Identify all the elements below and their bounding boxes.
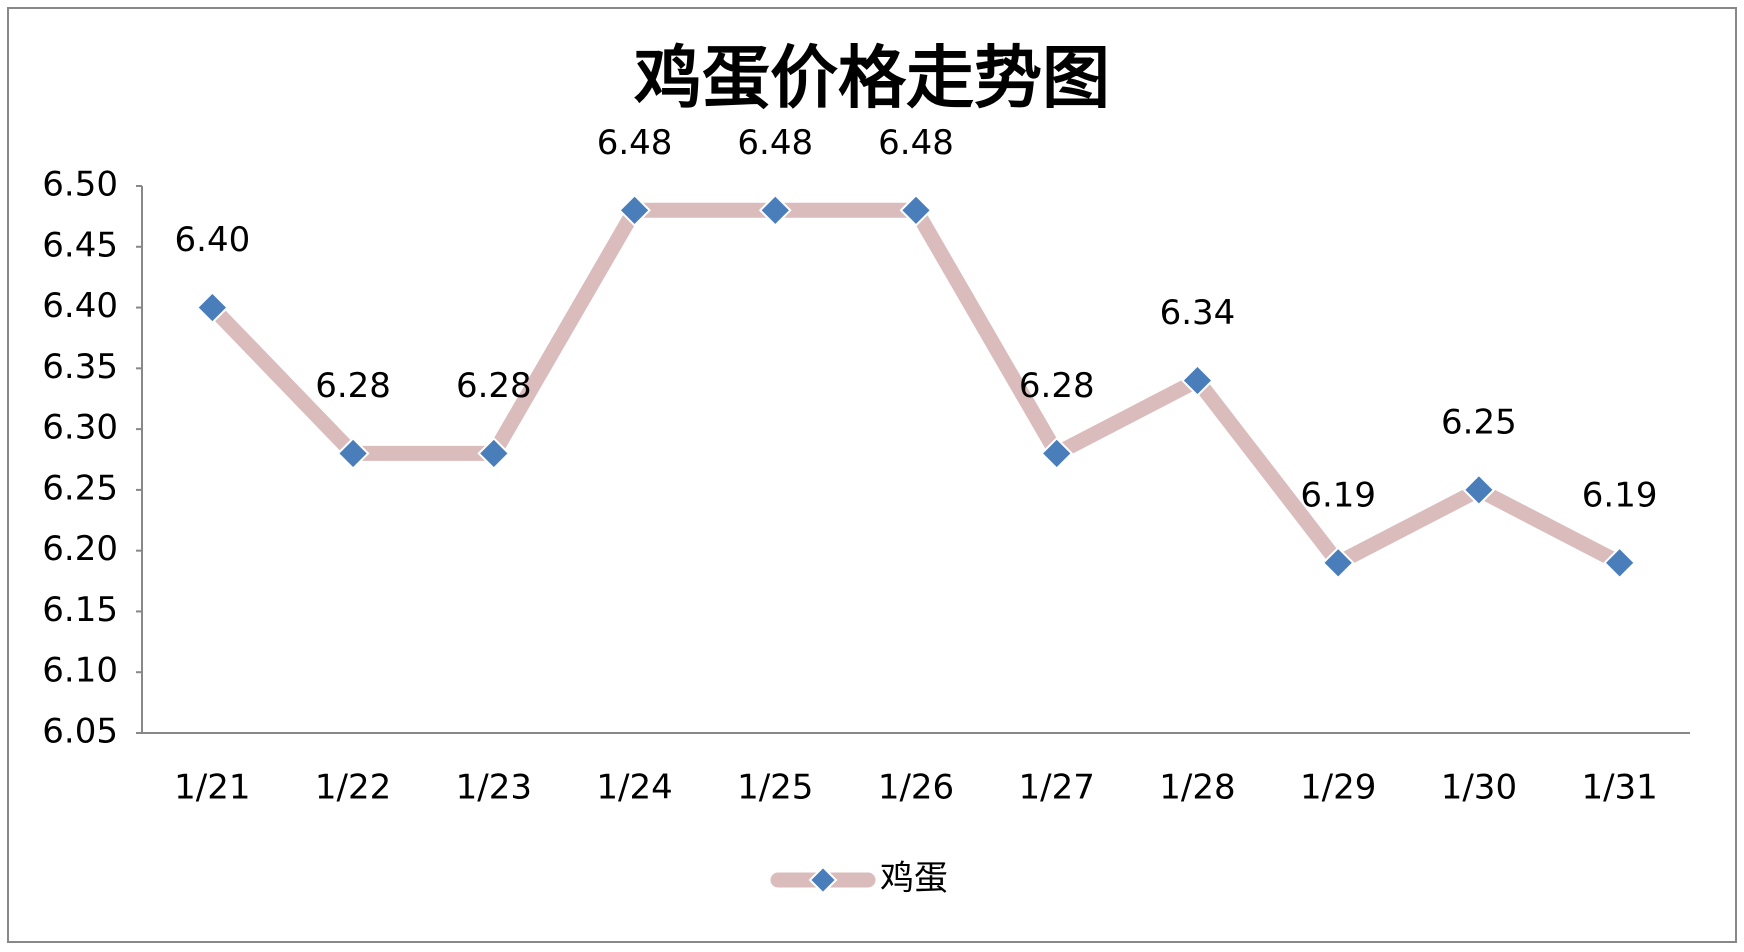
data-label: 6.34 bbox=[1160, 293, 1236, 333]
marker bbox=[1040, 437, 1074, 470]
marker bbox=[1603, 546, 1637, 580]
data-label: 6.48 bbox=[737, 123, 813, 163]
legend-label: 鸡蛋 bbox=[880, 859, 948, 899]
chart-border bbox=[7, 7, 1737, 943]
marker bbox=[477, 437, 511, 470]
marker bbox=[618, 193, 651, 227]
y-tick-label: 6.05 bbox=[42, 712, 118, 752]
x-tick-label: 1/28 bbox=[1159, 768, 1235, 808]
data-label: 6.28 bbox=[315, 366, 391, 406]
y-tick-label: 6.10 bbox=[42, 651, 118, 691]
y-tick-label: 6.30 bbox=[42, 408, 118, 448]
x-tick-label: 1/30 bbox=[1441, 768, 1517, 808]
data-label: 6.28 bbox=[1019, 366, 1095, 406]
marker bbox=[1462, 473, 1496, 507]
data-label: 6.48 bbox=[878, 123, 954, 163]
x-tick-label: 1/25 bbox=[737, 768, 813, 808]
y-tick-label: 6.20 bbox=[42, 529, 118, 569]
y-tick-label: 6.50 bbox=[42, 165, 118, 205]
y-tick-label: 6.25 bbox=[42, 468, 118, 508]
x-tick-label: 1/23 bbox=[456, 768, 532, 808]
marker bbox=[1321, 546, 1355, 580]
marker bbox=[336, 437, 370, 470]
x-tick-label: 1/26 bbox=[878, 768, 954, 808]
x-tick-label: 1/27 bbox=[1019, 768, 1095, 808]
data-label: 6.40 bbox=[175, 220, 251, 260]
marker bbox=[195, 291, 229, 324]
y-tick-label: 6.45 bbox=[42, 225, 118, 265]
chart-title: 鸡蛋价格走势图 bbox=[634, 39, 1110, 119]
y-tick-label: 6.35 bbox=[42, 347, 118, 387]
marker bbox=[899, 193, 933, 227]
marker bbox=[1181, 364, 1214, 397]
x-tick-label: 1/31 bbox=[1581, 768, 1657, 808]
data-label: 6.28 bbox=[456, 366, 532, 406]
data-label: 6.48 bbox=[597, 123, 673, 163]
data-label: 6.25 bbox=[1441, 402, 1517, 442]
x-tick-label: 1/22 bbox=[315, 768, 391, 808]
data-label: 6.19 bbox=[1300, 475, 1376, 515]
x-tick-label: 1/24 bbox=[596, 768, 672, 808]
x-tick-label: 1/29 bbox=[1300, 768, 1376, 808]
x-tick-label: 1/21 bbox=[174, 768, 250, 808]
marker bbox=[758, 193, 792, 227]
data-label: 6.19 bbox=[1582, 475, 1658, 515]
y-tick-label: 6.15 bbox=[42, 590, 118, 630]
legend-marker bbox=[808, 865, 838, 895]
y-tick-label: 6.40 bbox=[42, 286, 118, 326]
